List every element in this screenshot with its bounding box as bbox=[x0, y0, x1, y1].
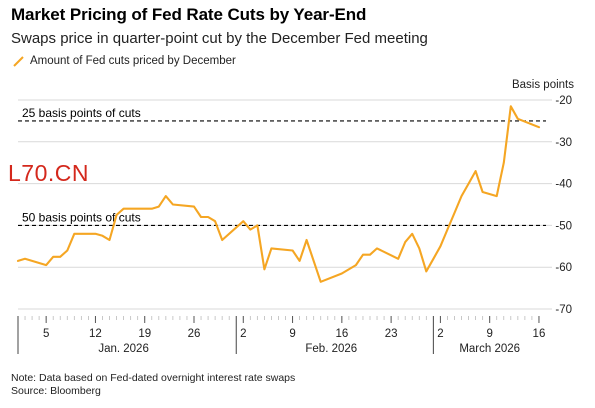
note-text: Note: Data based on Fed-dated overnight … bbox=[11, 372, 296, 384]
month-label: Jan. 2026 bbox=[98, 343, 149, 355]
x-tick-label: 9 bbox=[486, 328, 492, 340]
x-tick-label: 19 bbox=[138, 328, 151, 340]
x-tick-label: 16 bbox=[533, 328, 546, 340]
chart-title: Market Pricing of Fed Rate Cuts by Year-… bbox=[11, 5, 367, 24]
legend-label: Amount of Fed cuts priced by December bbox=[30, 55, 236, 67]
reference-label: 25 basis points of cuts bbox=[22, 106, 141, 120]
y-tick-label: -40 bbox=[555, 179, 572, 191]
watermark: L70.CN bbox=[8, 160, 89, 186]
x-tick-label: 16 bbox=[335, 328, 348, 340]
x-tick-label: 12 bbox=[89, 328, 102, 340]
legend: Amount of Fed cuts priced by December bbox=[13, 55, 236, 67]
x-tick-label: 2 bbox=[240, 328, 246, 340]
x-tick-label: 26 bbox=[188, 328, 201, 340]
month-label: Feb. 2026 bbox=[305, 343, 357, 355]
y-tick-label: -30 bbox=[555, 137, 572, 149]
y-tick-label: -60 bbox=[555, 262, 572, 274]
y-tick-label: -70 bbox=[555, 304, 572, 316]
chart-subtitle: Swaps price in quarter-point cut by the … bbox=[11, 30, 428, 47]
y-tick-label: -20 bbox=[555, 95, 572, 107]
source-text: Source: Bloomberg bbox=[11, 385, 101, 397]
y-tick-label: -50 bbox=[555, 220, 572, 232]
y-axis-title: Basis points bbox=[512, 79, 574, 91]
footer-note: Note: Data based on Fed-dated overnight … bbox=[11, 372, 295, 398]
x-tick-label: 23 bbox=[385, 328, 398, 340]
x-tick-label: 5 bbox=[43, 328, 49, 340]
series-line bbox=[16, 105, 541, 283]
legend-line-icon bbox=[13, 55, 24, 67]
x-tick-label: 2 bbox=[437, 328, 443, 340]
x-tick-label: 9 bbox=[289, 328, 295, 340]
month-label: March 2026 bbox=[459, 343, 520, 355]
reference-label: 50 basis points of cuts bbox=[22, 210, 141, 224]
